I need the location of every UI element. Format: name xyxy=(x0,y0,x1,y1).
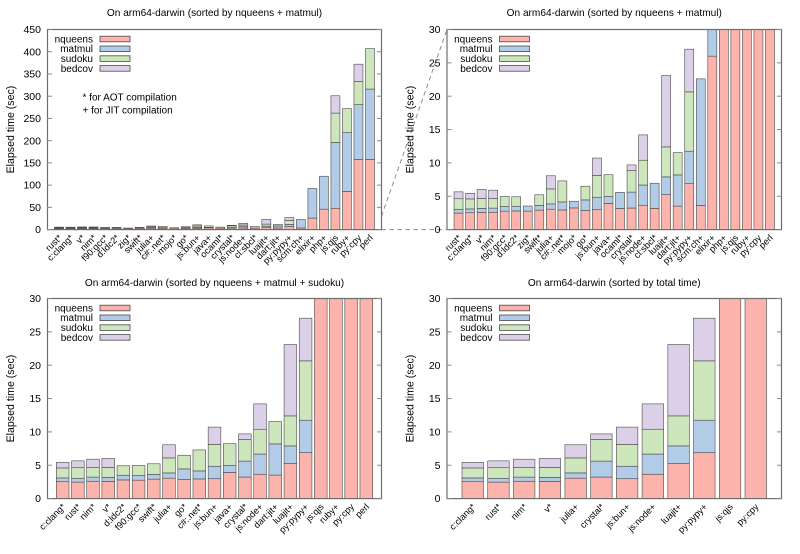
svg-text:100: 100 xyxy=(23,180,41,192)
svg-text:+ for JIT compilation: + for JIT compilation xyxy=(83,106,173,117)
svg-text:bedcov: bedcov xyxy=(460,333,492,344)
svg-text:On arm64-darwin (sorted by nqu: On arm64-darwin (sorted by nqueens + mat… xyxy=(85,278,344,289)
svg-text:On arm64-darwin (sorted by tot: On arm64-darwin (sorted by total time) xyxy=(528,278,701,289)
svg-text:0: 0 xyxy=(435,493,441,505)
svg-text:0: 0 xyxy=(35,224,41,236)
svg-text:50: 50 xyxy=(29,202,41,214)
svg-text:5: 5 xyxy=(35,460,41,472)
svg-text:150: 150 xyxy=(23,158,41,170)
svg-text:Elapsed time (sec): Elapsed time (sec) xyxy=(405,86,417,174)
svg-text:25: 25 xyxy=(429,57,441,69)
svg-text:5: 5 xyxy=(435,191,441,203)
svg-text:25: 25 xyxy=(429,326,441,338)
svg-text:On arm64-darwin (sorted by nqu: On arm64-darwin (sorted by nqueens + mat… xyxy=(507,8,722,19)
svg-text:400: 400 xyxy=(23,46,41,58)
svg-text:450: 450 xyxy=(23,24,41,36)
svg-text:On arm64-darwin (sorted by nqu: On arm64-darwin (sorted by nqueens + mat… xyxy=(107,8,322,19)
svg-text:30: 30 xyxy=(29,293,41,305)
svg-text:15: 15 xyxy=(429,393,441,405)
svg-text:10: 10 xyxy=(29,427,41,439)
svg-text:0: 0 xyxy=(35,493,41,505)
svg-text:20: 20 xyxy=(29,360,41,372)
svg-text:10: 10 xyxy=(429,158,441,170)
svg-text:Elapsed time (sec): Elapsed time (sec) xyxy=(5,355,17,443)
svg-text:350: 350 xyxy=(23,69,41,81)
svg-text:20: 20 xyxy=(429,91,441,103)
svg-text:250: 250 xyxy=(23,113,41,125)
svg-text:bedcov: bedcov xyxy=(61,333,93,344)
svg-text:* for AOT compilation: * for AOT compilation xyxy=(83,93,177,104)
svg-text:25: 25 xyxy=(29,326,41,338)
svg-text:30: 30 xyxy=(429,293,441,305)
svg-text:Elapsed time (sec): Elapsed time (sec) xyxy=(5,86,17,174)
svg-text:200: 200 xyxy=(23,135,41,147)
svg-text:bedcov: bedcov xyxy=(61,64,93,75)
svg-text:30: 30 xyxy=(429,24,441,36)
svg-text:5: 5 xyxy=(435,460,441,472)
svg-text:15: 15 xyxy=(429,124,441,136)
svg-text:0: 0 xyxy=(435,224,441,236)
svg-text:10: 10 xyxy=(429,427,441,439)
svg-text:bedcov: bedcov xyxy=(460,64,492,75)
svg-text:15: 15 xyxy=(29,393,41,405)
svg-text:Elapsed time (sec): Elapsed time (sec) xyxy=(405,355,417,443)
svg-text:300: 300 xyxy=(23,91,41,103)
svg-text:20: 20 xyxy=(429,360,441,372)
